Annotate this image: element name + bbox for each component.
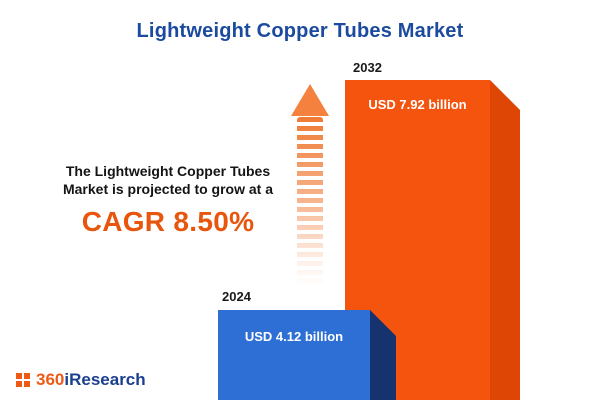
year-label-2024: 2024: [222, 289, 251, 304]
page-title: Lightweight Copper Tubes Market: [136, 20, 464, 42]
logo-squares-icon: [16, 373, 30, 387]
logo-text-iresearch: iResearch: [64, 370, 146, 389]
growth-arrow-icon: [291, 84, 329, 289]
description-line-2: Market is projected to grow at a: [62, 181, 274, 197]
cagr-value: CAGR 8.50%: [81, 206, 255, 237]
value-label-2024: USD 4.12 billion: [244, 329, 344, 344]
value-label-2032: USD 7.92 billion: [368, 97, 467, 112]
year-label-2032: 2032: [353, 60, 382, 75]
description-block: The Lightweight Copper Tubes Market is p…: [36, 162, 300, 238]
logo-text: 360iResearch: [36, 370, 146, 390]
bar-2024: [218, 310, 370, 400]
brand-logo: 360iResearch: [16, 370, 146, 390]
bar-2032-side-face: [490, 80, 520, 400]
logo-text-360: 360: [36, 370, 65, 389]
arrow-head-icon: [291, 84, 329, 116]
description-line-1: The Lightweight Copper Tubes: [65, 163, 271, 179]
arrow-fade-overlay: [291, 117, 329, 289]
